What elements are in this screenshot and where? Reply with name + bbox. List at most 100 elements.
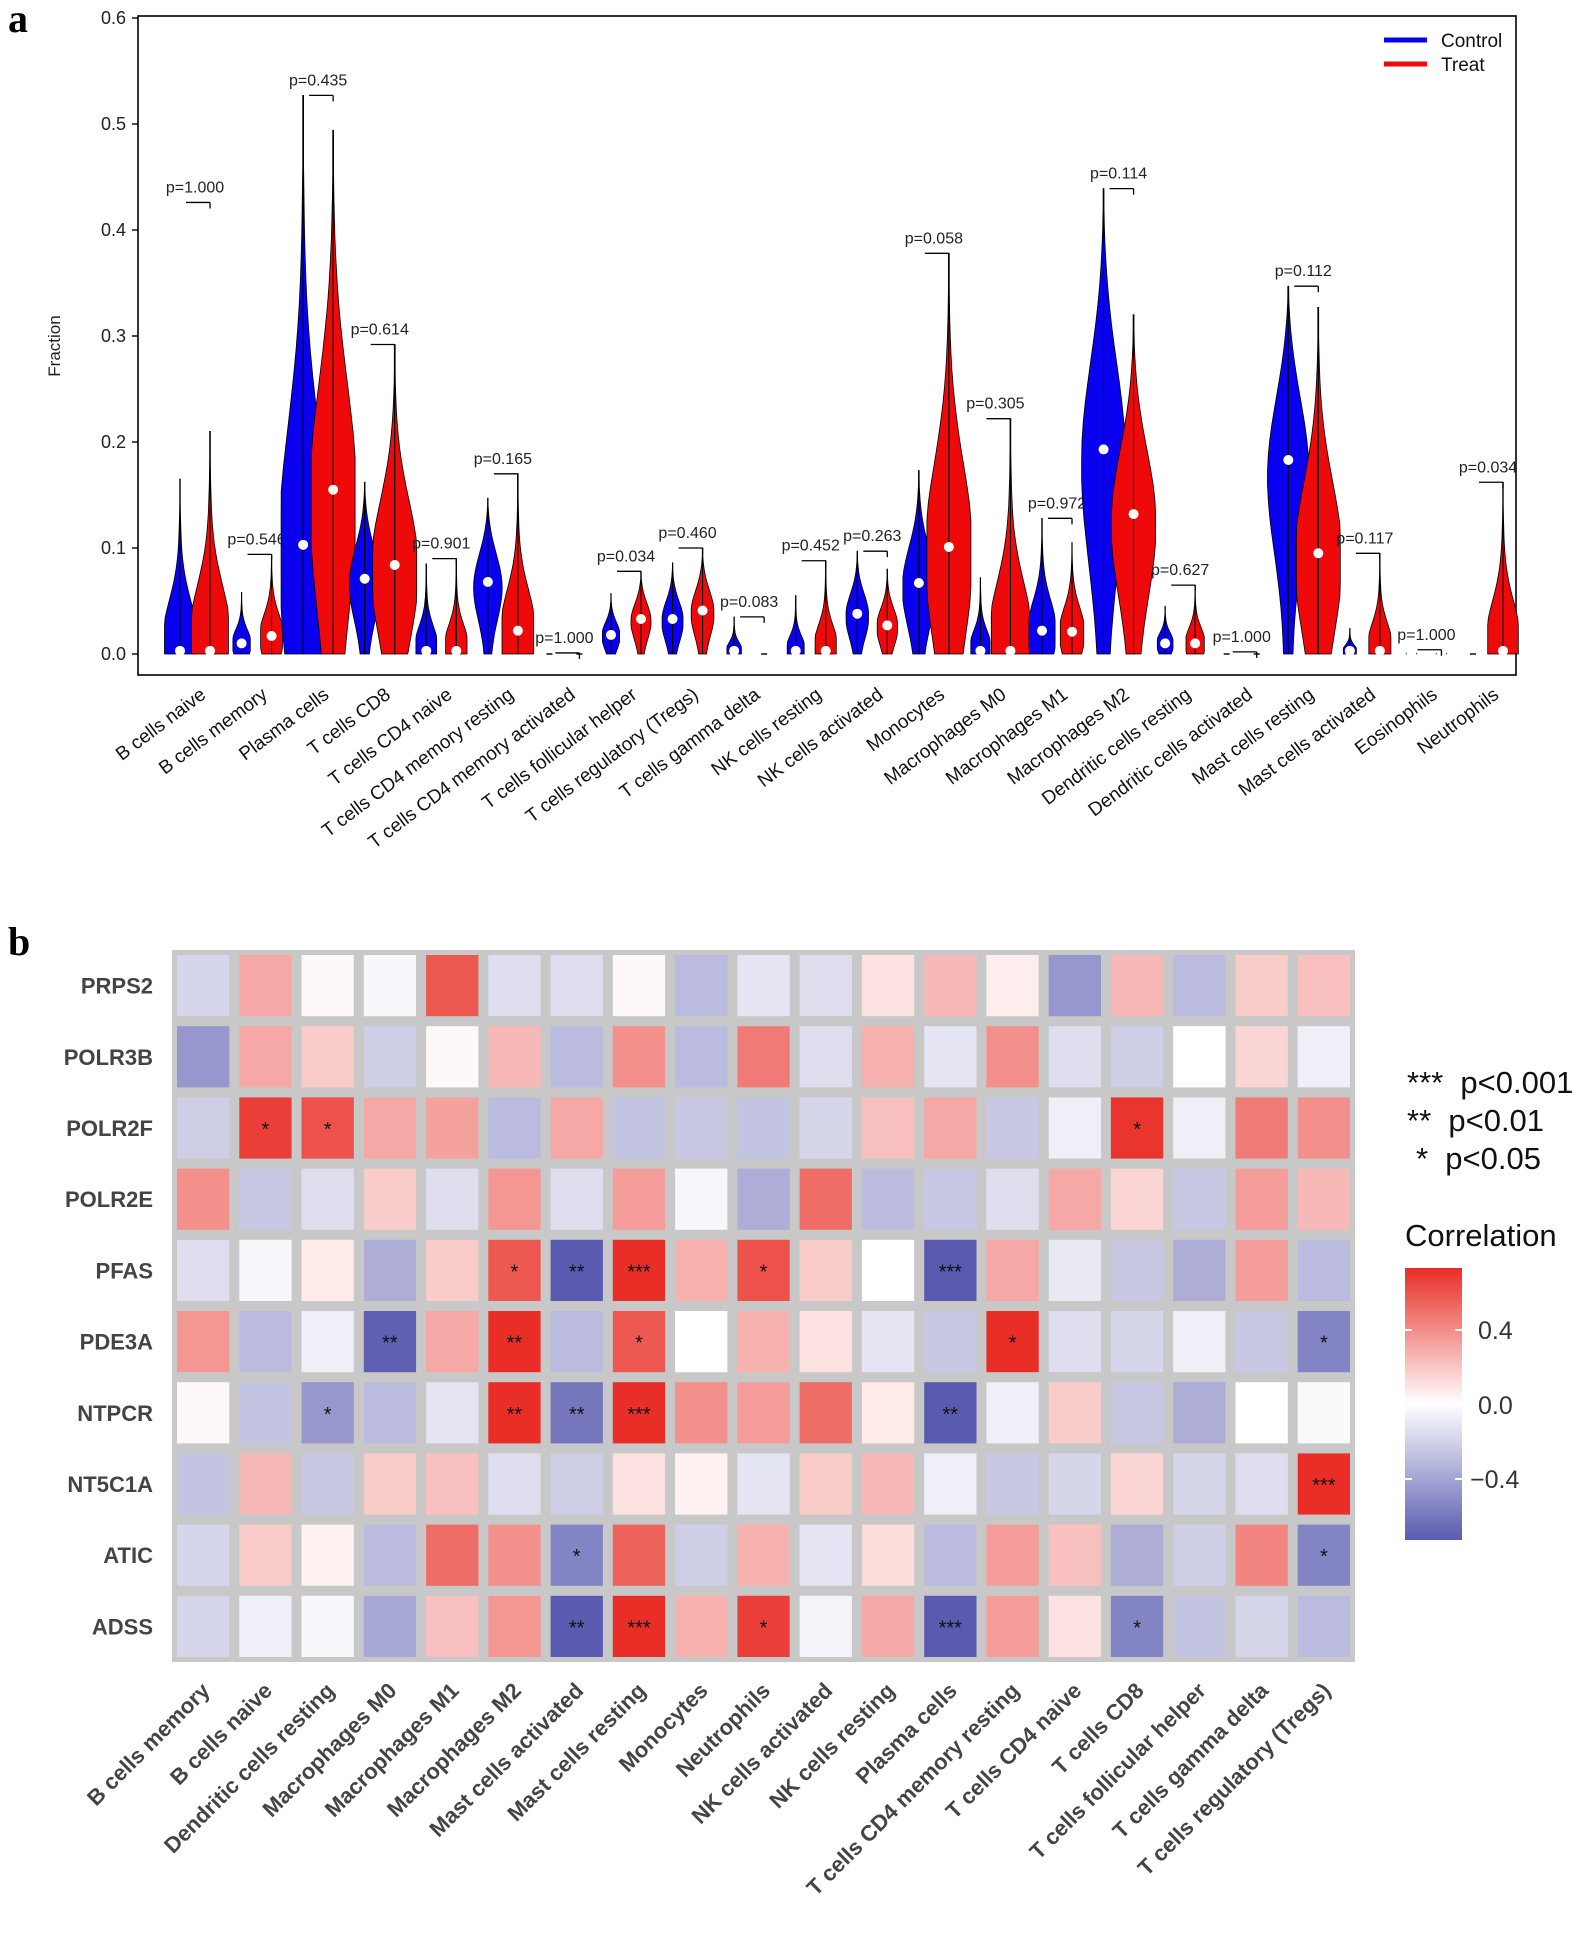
heatmap-cell bbox=[612, 1595, 666, 1657]
heatmap-cell bbox=[1235, 1026, 1288, 1088]
significance-star: * bbox=[324, 1119, 332, 1141]
p-value-label: p=0.546 bbox=[227, 531, 285, 548]
heatmap-cell bbox=[177, 1311, 230, 1373]
violin-control bbox=[164, 478, 181, 655]
significance-star: * bbox=[573, 1546, 581, 1568]
colorbar-tick-0.0: 0.0 bbox=[1478, 1392, 1513, 1420]
y-tick-label: 0.2 bbox=[101, 432, 126, 452]
heatmap-cell bbox=[301, 1168, 354, 1230]
heatmap-cell bbox=[737, 1168, 790, 1230]
heatmap-cell bbox=[488, 955, 541, 1017]
significance-star: * bbox=[1133, 1617, 1141, 1639]
heatmap-cell bbox=[239, 1026, 292, 1088]
p-value-label: p=0.165 bbox=[474, 451, 532, 468]
heatmap-cell bbox=[1048, 1453, 1101, 1515]
violin-control bbox=[902, 470, 920, 655]
heatmap-cell bbox=[1048, 1168, 1101, 1230]
heatmap-cell bbox=[239, 1097, 292, 1159]
heatmap-cell bbox=[1110, 1382, 1164, 1444]
heatmap-cell bbox=[301, 1097, 354, 1159]
heatmap-row-label: ADSS bbox=[92, 1614, 153, 1639]
heatmap-cell bbox=[737, 1097, 790, 1159]
heatmap-row-label: POLR2F bbox=[66, 1116, 153, 1141]
heatmap-cell bbox=[363, 1453, 417, 1515]
violin-control bbox=[415, 563, 427, 655]
significance-legend: *** p<0.001 ** p<0.01 * p<0.05 bbox=[1407, 1065, 1573, 1176]
violin-group: p=0.263 bbox=[843, 528, 902, 655]
heatmap-cell bbox=[737, 1595, 790, 1657]
median-treat bbox=[882, 620, 893, 631]
y-tick-label: 0.3 bbox=[101, 326, 126, 346]
median-control bbox=[1098, 444, 1109, 455]
median-control bbox=[975, 645, 986, 656]
median-treat bbox=[1005, 645, 1016, 656]
heatmap-cell bbox=[177, 1026, 230, 1088]
heatmap-cell bbox=[363, 1595, 417, 1657]
violin-group: p=1.000 bbox=[1213, 629, 1271, 658]
heatmap-cell bbox=[488, 1168, 541, 1230]
median-control bbox=[421, 645, 432, 656]
heatmap-cell bbox=[675, 1382, 728, 1444]
median-control bbox=[667, 614, 678, 625]
violin-treat bbox=[1317, 306, 1341, 655]
violin-treat bbox=[990, 418, 1011, 655]
violin-control bbox=[856, 550, 869, 655]
median-control bbox=[298, 539, 309, 550]
heatmap-cell bbox=[799, 1168, 852, 1230]
significance-star: ** bbox=[569, 1404, 585, 1426]
heatmap-cell bbox=[861, 1524, 915, 1586]
heatmap-cell bbox=[861, 1168, 915, 1230]
heatmap-cell bbox=[1297, 1453, 1350, 1515]
violin-group: p=0.614 bbox=[349, 321, 418, 655]
median-treat bbox=[328, 484, 339, 495]
violin-treat bbox=[886, 568, 898, 655]
heatmap-cell bbox=[924, 1453, 977, 1515]
violin-group: p=0.972 bbox=[1028, 495, 1086, 655]
violin-treat bbox=[372, 344, 396, 655]
violin-control bbox=[970, 577, 981, 655]
p-value-label: p=1.000 bbox=[1213, 629, 1271, 646]
median-treat bbox=[1374, 645, 1385, 656]
panel-a-label: a bbox=[8, 0, 28, 41]
heatmap-cell bbox=[612, 1026, 666, 1088]
panel-a-plot-frame bbox=[137, 15, 1517, 676]
violin-group: p=1.000 bbox=[1397, 627, 1456, 659]
heatmap-cell bbox=[1297, 1026, 1350, 1088]
heatmap-cell bbox=[1297, 1382, 1350, 1444]
heatmap-cell bbox=[675, 1239, 728, 1301]
heatmap-cell bbox=[986, 1168, 1039, 1230]
heatmap-cell bbox=[1235, 1097, 1288, 1159]
heatmap-cell bbox=[612, 1524, 666, 1586]
violin-control bbox=[1267, 285, 1289, 655]
heatmap-cell bbox=[1173, 1097, 1226, 1159]
p-value-label: p=0.034 bbox=[597, 548, 655, 565]
heatmap-cell bbox=[301, 1311, 354, 1373]
median-treat bbox=[1128, 509, 1139, 520]
violin-group: p=0.305 bbox=[966, 396, 1030, 656]
heatmap-cell bbox=[239, 1239, 292, 1301]
heatmap-cell bbox=[1048, 1239, 1101, 1301]
heatmap-cell bbox=[861, 1097, 915, 1159]
y-tick-label: 0.1 bbox=[101, 538, 126, 558]
heatmap-cell bbox=[177, 1168, 230, 1230]
heatmap-cell bbox=[612, 1097, 666, 1159]
violin-treat bbox=[455, 558, 468, 655]
heatmap-cell bbox=[986, 1239, 1039, 1301]
median-treat bbox=[1190, 638, 1201, 649]
p-value-label: p=0.117 bbox=[1336, 530, 1393, 547]
significance-star: * bbox=[324, 1404, 332, 1426]
heatmap-cell bbox=[301, 1595, 354, 1657]
heatmap-cell bbox=[239, 1168, 292, 1230]
sig-legend-p01: ** p<0.01 bbox=[1407, 1103, 1544, 1138]
heatmap-cell bbox=[550, 1168, 603, 1230]
p-value-label: p=1.000 bbox=[166, 179, 224, 196]
violin-group: p=0.083 bbox=[720, 594, 778, 656]
p-value-label: p=0.263 bbox=[843, 528, 901, 545]
heatmap-cell bbox=[986, 1382, 1039, 1444]
heatmap-cell bbox=[612, 1239, 666, 1301]
heatmap-row-label: NT5C1A bbox=[67, 1472, 153, 1497]
heatmap-cell bbox=[861, 1311, 915, 1373]
heatmap-cell bbox=[799, 1311, 852, 1373]
heatmap-cell bbox=[924, 955, 977, 1017]
